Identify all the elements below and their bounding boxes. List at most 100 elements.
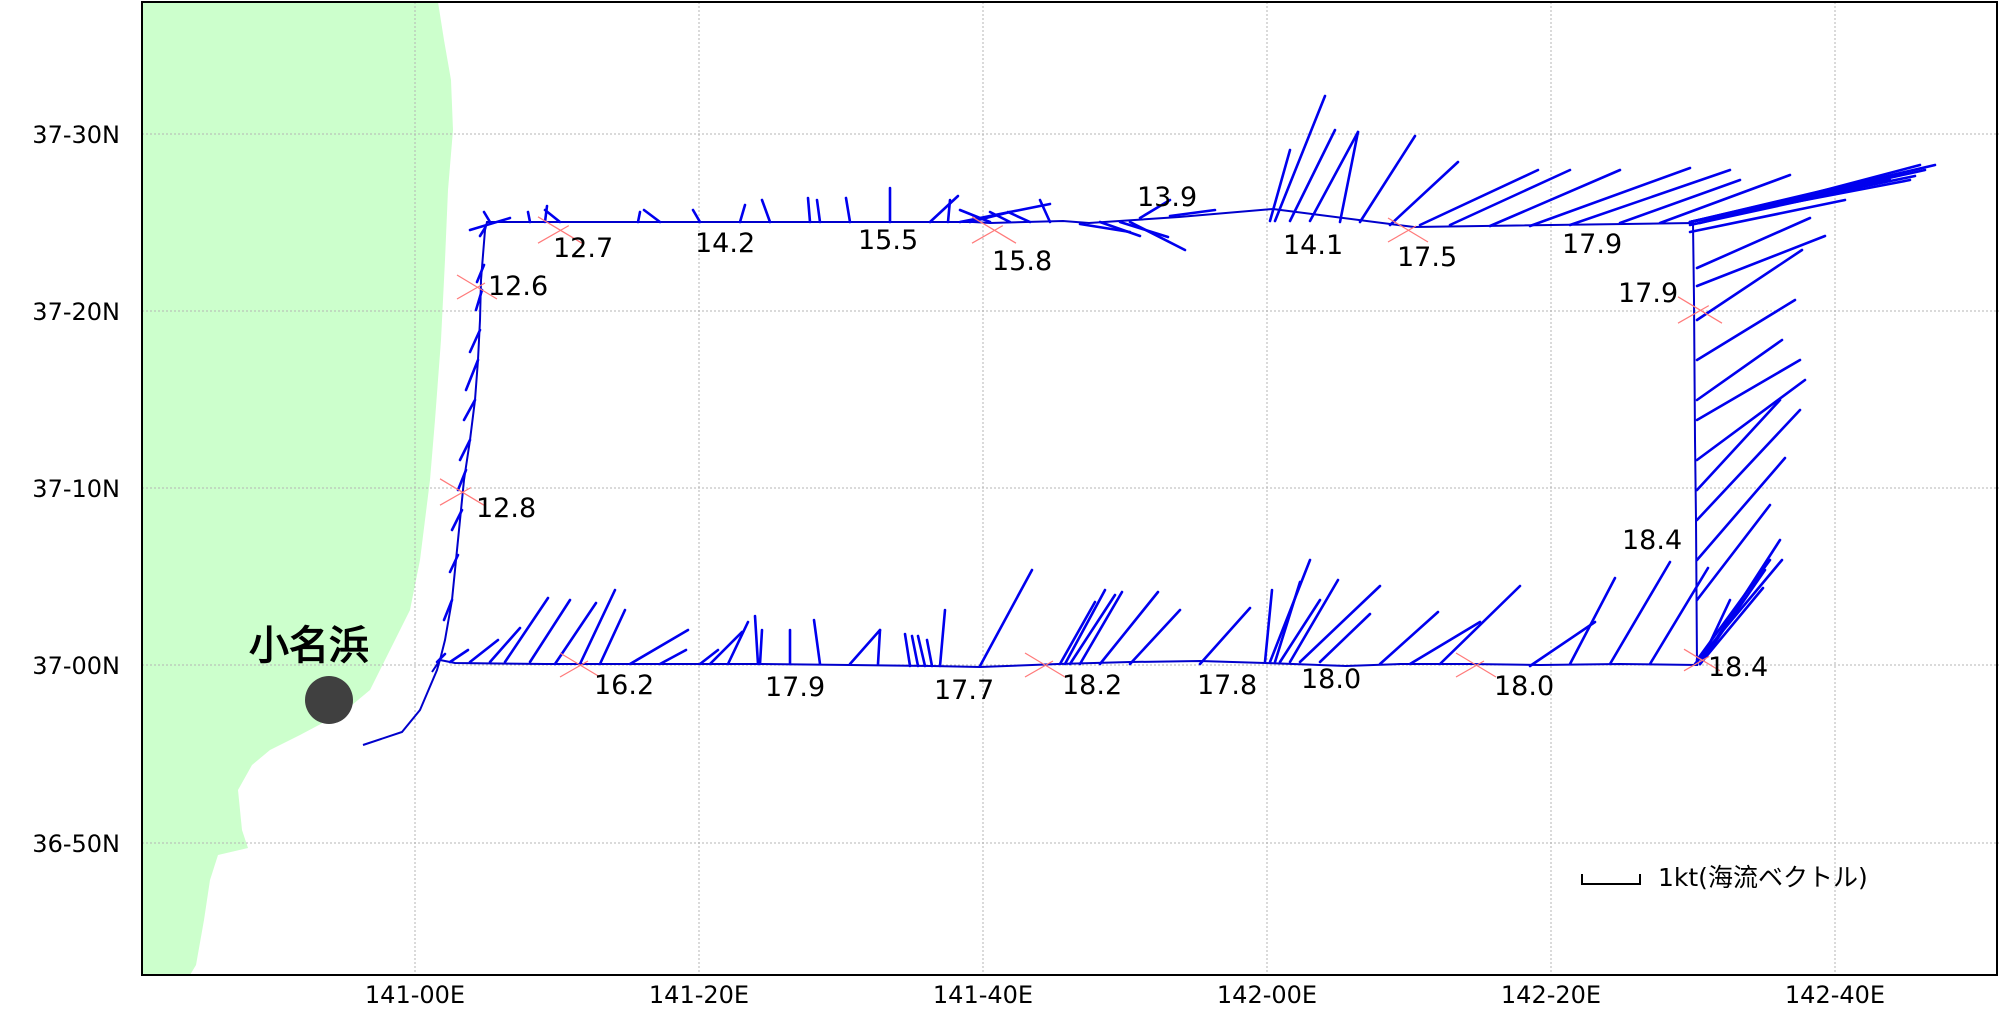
current-vector bbox=[938, 608, 947, 668]
current-vector bbox=[910, 634, 920, 668]
current-vector bbox=[578, 588, 617, 666]
current-vector bbox=[903, 632, 912, 668]
current-vector bbox=[1658, 173, 1792, 225]
current-vector bbox=[698, 648, 720, 666]
lon-label: 141-20E bbox=[649, 981, 749, 1009]
place-label: 小名浜 bbox=[249, 623, 369, 669]
current-vector bbox=[1695, 298, 1797, 362]
current-vector bbox=[1063, 588, 1107, 666]
current-vector bbox=[1695, 503, 1772, 602]
current-vector bbox=[1608, 560, 1672, 666]
temp-label: 18.0 bbox=[1301, 664, 1361, 695]
current-vector bbox=[1648, 566, 1710, 666]
current-vector bbox=[1006, 210, 1032, 224]
current-vector bbox=[1418, 168, 1540, 227]
current-vector bbox=[526, 210, 532, 224]
temp-label: 18.2 bbox=[1062, 670, 1122, 701]
temp-label: 16.2 bbox=[594, 670, 654, 701]
temp-label: 17.9 bbox=[1618, 278, 1678, 309]
current-vector bbox=[1568, 168, 1732, 227]
current-vector bbox=[1693, 558, 1784, 666]
current-vector bbox=[543, 204, 549, 224]
current-vector bbox=[488, 626, 522, 664]
map-frame bbox=[141, 1, 1998, 976]
current-vector bbox=[503, 596, 550, 664]
current-vector bbox=[464, 358, 480, 392]
temp-label: 18.4 bbox=[1622, 525, 1682, 556]
current-vector bbox=[478, 226, 487, 238]
current-vector bbox=[708, 630, 744, 666]
current-vector bbox=[475, 263, 486, 284]
current-vector bbox=[462, 398, 477, 422]
current-vector bbox=[1068, 593, 1117, 666]
current-vector bbox=[1698, 163, 1922, 225]
latitude-labels: 37-30N 37-20N 37-10N 37-00N 36-50N bbox=[32, 121, 120, 858]
current-vector bbox=[1378, 610, 1440, 666]
current-vector bbox=[1388, 160, 1460, 227]
current-vector bbox=[528, 598, 572, 664]
current-vector bbox=[928, 194, 960, 224]
current-vector bbox=[450, 508, 464, 532]
temp-label: 15.5 bbox=[858, 225, 918, 256]
current-vector bbox=[844, 196, 852, 224]
current-vector bbox=[1528, 166, 1692, 228]
lon-label: 141-40E bbox=[933, 981, 1033, 1009]
scale-legend-label: 1kt(海流ベクトル) bbox=[1658, 863, 1868, 892]
current-vector bbox=[691, 208, 702, 224]
sample-marker bbox=[1683, 655, 1710, 672]
current-vector bbox=[916, 634, 927, 668]
current-vector bbox=[1698, 586, 1765, 666]
temp-label: 14.1 bbox=[1283, 230, 1343, 261]
current-vector bbox=[468, 328, 482, 354]
current-vector bbox=[1128, 608, 1182, 666]
temp-label: 18.0 bbox=[1494, 671, 1554, 702]
sample-marker bbox=[537, 225, 570, 244]
current-vector bbox=[468, 216, 512, 232]
sample-marker bbox=[971, 225, 1004, 244]
sample-marker bbox=[559, 660, 589, 678]
temp-label: 12.7 bbox=[553, 233, 613, 264]
current-vector bbox=[474, 288, 484, 312]
current-vector bbox=[598, 608, 627, 666]
lat-label: 37-10N bbox=[32, 475, 120, 503]
current-vector bbox=[1058, 600, 1097, 666]
current-vector bbox=[726, 620, 750, 666]
current-vector bbox=[1695, 216, 1812, 270]
current-vector bbox=[658, 648, 688, 666]
current-vector bbox=[1118, 220, 1170, 239]
lat-label: 37-00N bbox=[32, 652, 120, 680]
current-vector bbox=[1078, 222, 1132, 234]
current-vector bbox=[1528, 620, 1597, 668]
current-vector bbox=[1695, 408, 1802, 522]
current-vector bbox=[1078, 590, 1124, 666]
sample-marker bbox=[1024, 660, 1054, 678]
current-vector bbox=[1263, 588, 1274, 664]
current-vector bbox=[1298, 584, 1382, 664]
current-vector bbox=[448, 648, 470, 664]
lat-label: 37-20N bbox=[32, 298, 120, 326]
sample-marker bbox=[1455, 660, 1485, 678]
temp-label: 13.9 bbox=[1137, 182, 1197, 213]
current-vector bbox=[848, 628, 882, 666]
current-vector bbox=[815, 198, 822, 224]
sample-marker bbox=[439, 487, 472, 506]
current-vector bbox=[1695, 234, 1827, 288]
current-vectors bbox=[435, 94, 1937, 668]
current-vector bbox=[1568, 576, 1617, 666]
temp-label: 18.4 bbox=[1708, 652, 1768, 683]
temp-label: 17.5 bbox=[1397, 242, 1457, 273]
current-vector bbox=[1618, 178, 1742, 225]
current-vector bbox=[988, 210, 1012, 224]
current-vector bbox=[1488, 168, 1622, 228]
current-vector bbox=[1448, 168, 1572, 227]
current-vector bbox=[1338, 130, 1360, 224]
current-vector bbox=[806, 196, 812, 224]
sample-marker bbox=[1387, 225, 1417, 243]
temperature-labels: 12.7 14.2 15.5 15.8 13.9 14.1 17.5 17.9 … bbox=[476, 182, 1768, 706]
current-vector bbox=[636, 210, 642, 224]
temp-label: 17.8 bbox=[1197, 670, 1257, 701]
temp-label: 17.9 bbox=[765, 672, 825, 703]
current-vector bbox=[958, 208, 992, 224]
current-vector bbox=[482, 210, 492, 224]
temp-label: 12.6 bbox=[488, 271, 548, 302]
